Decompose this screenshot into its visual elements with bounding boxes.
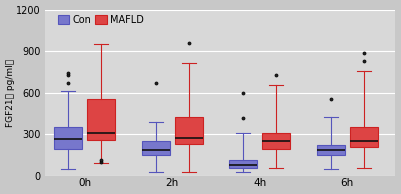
PathPatch shape [317, 145, 345, 155]
PathPatch shape [229, 160, 257, 168]
PathPatch shape [142, 141, 170, 155]
PathPatch shape [54, 126, 82, 149]
PathPatch shape [87, 99, 115, 140]
Y-axis label: FGF21（ pg/ml）: FGF21（ pg/ml） [6, 59, 14, 127]
PathPatch shape [262, 133, 290, 149]
PathPatch shape [350, 126, 378, 147]
Legend: Con, MAFLD: Con, MAFLD [54, 11, 148, 29]
PathPatch shape [175, 117, 203, 144]
